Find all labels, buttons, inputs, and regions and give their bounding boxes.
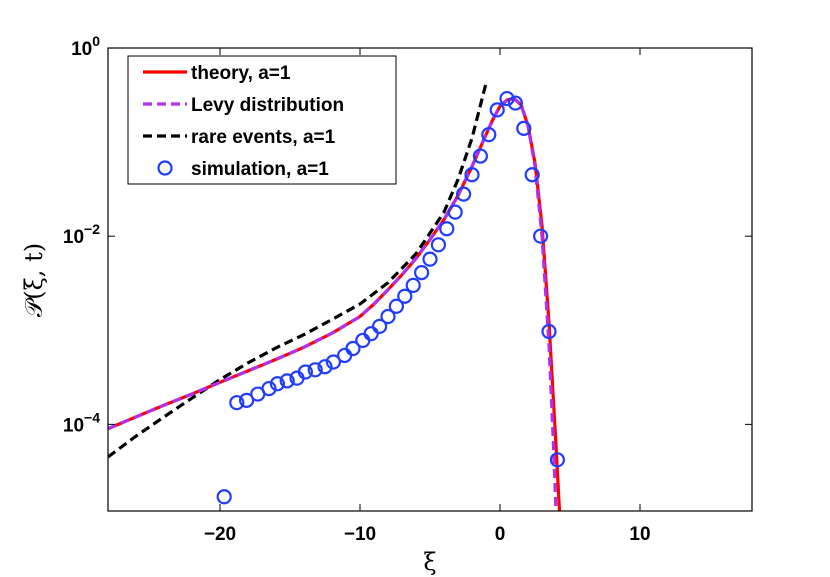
- simulation-point: [216, 489, 232, 505]
- simulation-point: [397, 288, 413, 304]
- simulation-point: [297, 364, 313, 380]
- simulation-point: [279, 373, 295, 389]
- plot-frame: [107, 47, 753, 512]
- simulation-point: [229, 395, 245, 411]
- y-tick-label: 10−4: [63, 409, 100, 436]
- legend-box: [127, 55, 397, 185]
- simulation-point: [499, 90, 515, 107]
- y-axis-title: 𝒫(ξ, t): [20, 243, 48, 317]
- x-tick-label: 10: [629, 524, 650, 545]
- simulation-point: [541, 323, 557, 340]
- simulation-point: [507, 95, 524, 111]
- simulation-point: [405, 277, 421, 293]
- simulation-point: [472, 148, 488, 164]
- simulation-point: [317, 359, 333, 375]
- y-tick-label: 100: [71, 33, 100, 60]
- simulation-point: [239, 392, 255, 408]
- simulation-point: [414, 265, 430, 281]
- legend-label-rare: rare events, a=1: [191, 127, 336, 148]
- x-tick-label: 0: [495, 524, 506, 545]
- simulation-point: [439, 221, 455, 237]
- x-tick-label: −20: [204, 524, 236, 545]
- y-tick-label: 10−2: [63, 221, 100, 248]
- series-line-rare: [108, 83, 488, 459]
- legend-label-simulation: simulation, a=1: [191, 159, 329, 180]
- simulation-point: [464, 167, 480, 183]
- ticks-layer: −20 −10 0 10 100 10−2 10−4: [63, 33, 752, 545]
- simulation-point: [325, 354, 341, 370]
- series-layer: [108, 83, 566, 511]
- simulation-point: [532, 228, 549, 244]
- x-tick-label: −10: [344, 524, 376, 545]
- legend-marker-simulation: [157, 160, 173, 176]
- simulation-point: [388, 298, 404, 314]
- legend-label-levy: Levy distribution: [191, 95, 344, 116]
- series-line-levy: [108, 96, 558, 511]
- simulation-point: [516, 120, 532, 136]
- simulation-point: [430, 237, 446, 253]
- simulation-point: [372, 318, 388, 334]
- simulation-point: [422, 251, 438, 267]
- simulation-point: [380, 308, 396, 325]
- simulation-point: [447, 204, 463, 220]
- simulation-point: [481, 127, 497, 143]
- simulation-point: [269, 376, 285, 392]
- legend-label-theory: theory, a=1: [191, 63, 291, 84]
- simulation-point: [261, 380, 277, 397]
- simulation-point: [549, 452, 566, 468]
- x-axis-title: ξ: [423, 548, 436, 576]
- simulation-point: [456, 186, 472, 202]
- legend: theory, a=1 Levy distribution rare event…: [127, 55, 397, 185]
- simulation-point: [345, 340, 361, 357]
- simulation-point: [524, 167, 540, 183]
- simulation-point: [307, 362, 323, 378]
- simulation-point: [489, 102, 505, 118]
